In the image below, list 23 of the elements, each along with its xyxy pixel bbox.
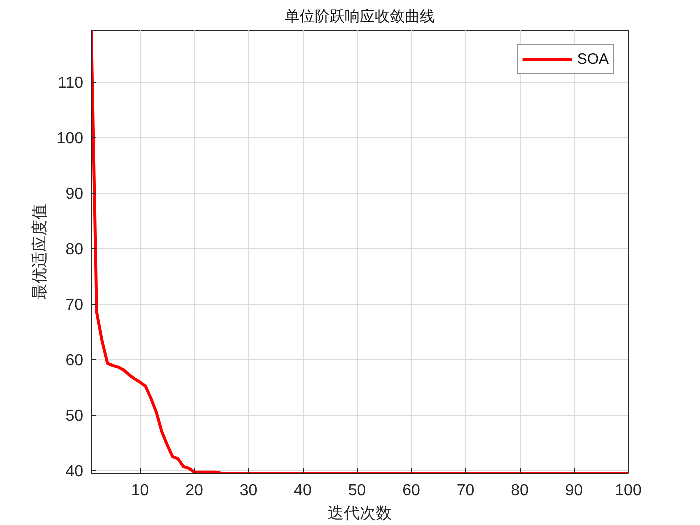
y-tick-label: 40 (66, 464, 84, 481)
x-tick-label: 50 (348, 482, 366, 500)
chart-title: 单位阶跃响应收敛曲线 (285, 8, 435, 26)
x-tick-label: 60 (402, 482, 421, 500)
x-tick-label: 90 (565, 482, 584, 500)
y-tick-label: 80 (66, 242, 84, 259)
x-tick-label: 100 (615, 482, 642, 500)
x-tick-label: 40 (294, 482, 312, 500)
x-tick-label: 10 (131, 482, 150, 500)
y-tick-label: 90 (66, 186, 84, 204)
legend-label: SOA (577, 50, 609, 68)
y-tick-label: 100 (56, 130, 84, 148)
line-series (92, 30, 628, 474)
x-tick-label: 20 (186, 482, 204, 500)
x-tick-label: 30 (240, 482, 258, 500)
x-tick-label: 80 (511, 482, 530, 500)
x-axis-title: 迭代次数 (328, 504, 392, 522)
y-tick-label: 60 (66, 352, 84, 370)
y-axis-title: 最优适应度值 (30, 204, 49, 300)
y-tick-label: 70 (66, 297, 84, 314)
x-tick-label: 70 (456, 482, 475, 500)
y-tick-label: 110 (58, 75, 84, 92)
y-tick-label: 50 (66, 408, 84, 426)
